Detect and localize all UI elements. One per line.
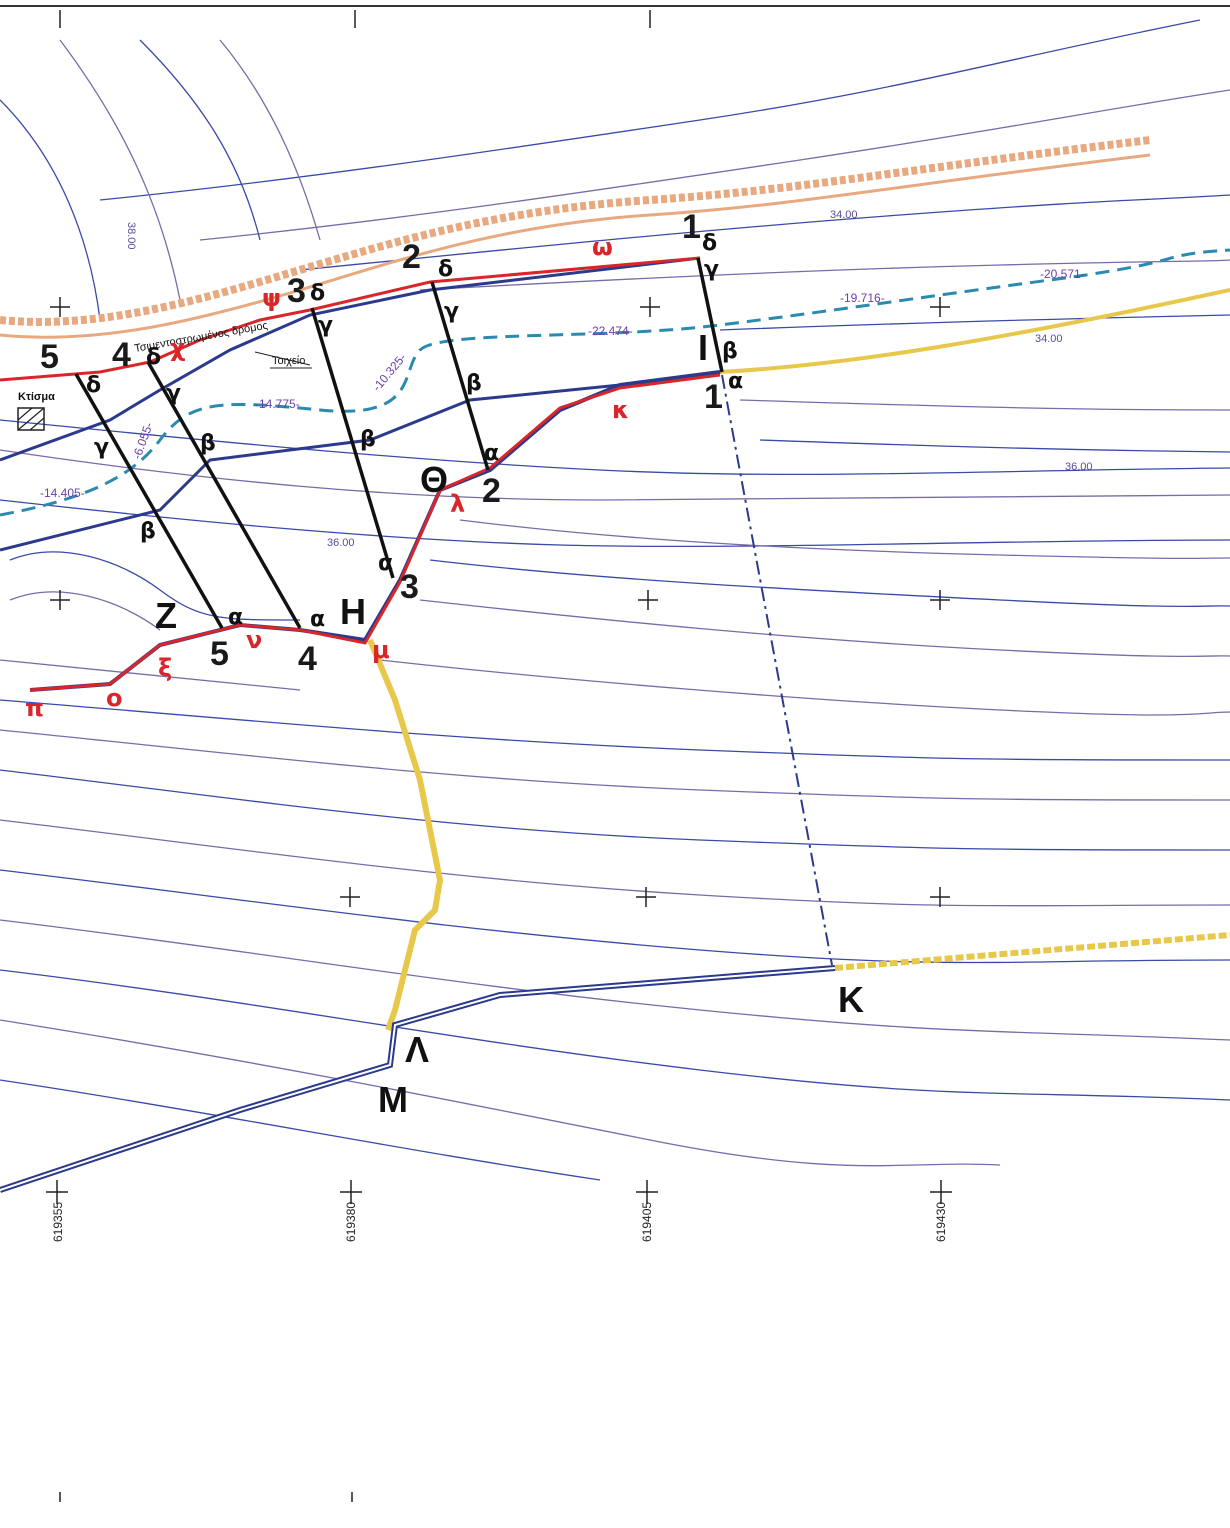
strip-number: 2 — [402, 238, 421, 276]
strip-number: 4 — [112, 336, 131, 374]
strip-lines — [74, 257, 724, 629]
strip-number: 1 — [704, 378, 723, 416]
boundary-letter-kappa: κ — [612, 396, 629, 424]
corner-letter: β — [466, 371, 482, 396]
corner-letter: β — [360, 427, 376, 452]
boundary-letter-mu: μ — [372, 636, 390, 664]
elevation-label: 38.00 — [125, 222, 137, 250]
wall-label: Τοιχείο — [272, 355, 305, 367]
building — [17, 407, 45, 431]
corner-letter: α — [484, 441, 499, 466]
yellow-paths — [367, 288, 1230, 1031]
strip-number: 5 — [210, 635, 229, 673]
corner-letter: γ — [94, 435, 109, 460]
grid-coordinate: 619380 — [344, 1202, 358, 1242]
boundary-letter-omega: ω — [592, 233, 613, 261]
elevation-label: 34.00 — [830, 209, 858, 221]
distance-label: -14.405- — [40, 486, 85, 500]
corner-letter: δ — [438, 257, 453, 282]
distance-label: -6.055- — [130, 421, 156, 462]
distance-label: -20.571- — [1040, 267, 1085, 281]
corner-letter: γ — [704, 257, 719, 282]
grid-coordinate: 619405 — [640, 1202, 654, 1242]
corner-letter: β — [722, 339, 738, 364]
strip-number: 4 — [298, 640, 317, 678]
corner-letter: β — [140, 519, 156, 544]
distance-label: -14.775- — [255, 397, 300, 411]
strip-number: 2 — [482, 472, 501, 510]
building-label: Κτίσμα — [18, 391, 55, 403]
boundary-letter-psi: ψ — [262, 284, 281, 312]
elevation-label: 34.00 — [1035, 333, 1063, 345]
point-i: I — [698, 327, 708, 368]
corner-letter: α — [728, 369, 743, 394]
distance-label: -22.474- — [588, 324, 633, 338]
point-lambda: Λ — [405, 1029, 429, 1070]
corner-letter: δ — [146, 345, 161, 370]
double-road — [0, 965, 836, 1193]
dashed-lines — [0, 248, 1230, 517]
corner-letter: δ — [310, 281, 325, 306]
grid-crosses — [46, 10, 952, 1502]
boundary-letter-pi: π — [25, 694, 44, 722]
corner-letter: γ — [318, 313, 333, 338]
boundary-letter-nu: ν — [246, 626, 262, 654]
elevation-label: 36.00 — [327, 537, 355, 549]
distance-label: -19.716- — [840, 291, 885, 305]
point-h: H — [340, 591, 366, 632]
boundary-letter-lambda: λ — [450, 490, 465, 518]
boundary-letter-xi: ξ — [158, 654, 172, 682]
road-hatch-band — [0, 136, 1151, 339]
strip-number: 5 — [40, 338, 59, 376]
corner-letter: δ — [86, 373, 101, 398]
boundary-letter-omicron: ο — [106, 684, 123, 712]
corner-letter: α — [310, 607, 325, 632]
strip-number: 3 — [287, 272, 306, 310]
strip-number: 3 — [400, 568, 419, 606]
point-k: K — [838, 979, 864, 1020]
contour-lines — [0, 19, 1230, 1181]
parcel-boundary — [0, 256, 721, 692]
point-m: M — [378, 1079, 408, 1120]
boundary-letter-chi: χ — [170, 334, 185, 362]
point-z: Z — [155, 595, 177, 636]
line-to-k — [721, 374, 833, 966]
double-road-inner — [0, 967, 836, 1191]
elevation-label: 36.00 — [1065, 461, 1093, 473]
corner-letter: γ — [166, 381, 181, 406]
corner-letter: α — [228, 605, 243, 630]
point-theta: Θ — [420, 459, 448, 500]
corner-letter: β — [200, 431, 216, 456]
corner-letter: α — [378, 551, 393, 576]
grid-coordinate: 619430 — [934, 1202, 948, 1242]
strip-number: 1 — [682, 208, 701, 246]
corner-letter: γ — [444, 299, 459, 324]
corner-letter: δ — [702, 231, 717, 256]
grid-coordinate: 619355 — [51, 1202, 65, 1242]
